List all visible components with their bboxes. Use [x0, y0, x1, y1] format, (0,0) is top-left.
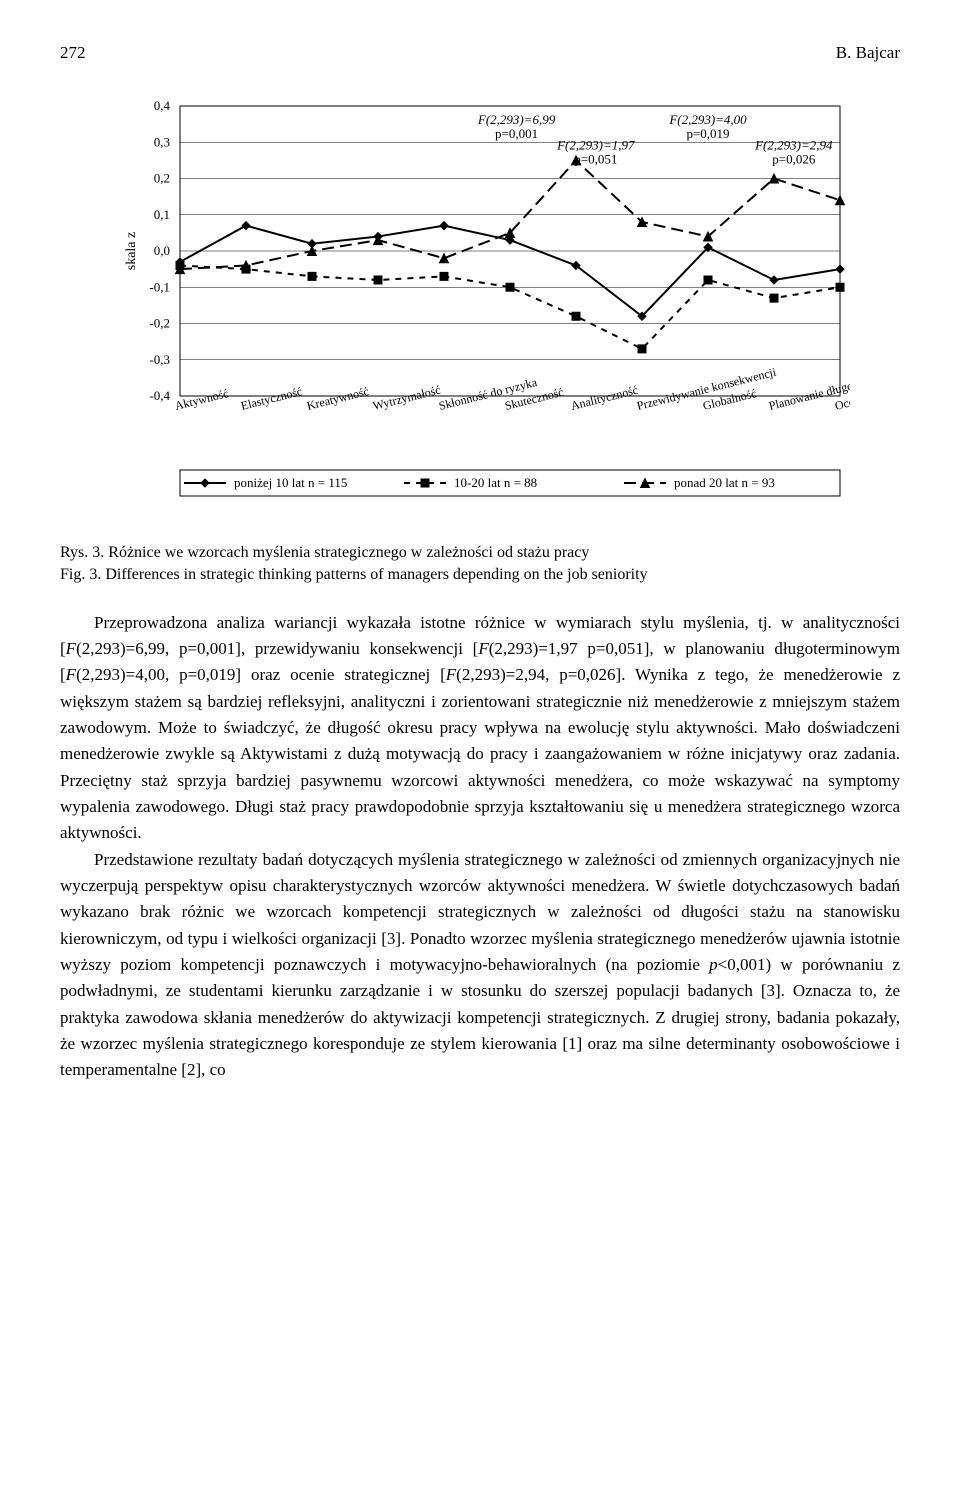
svg-text:p=0,019: p=0,019 [686, 126, 729, 141]
svg-text:ponad 20 lat n = 93: ponad 20 lat n = 93 [674, 475, 775, 490]
svg-text:0,4: 0,4 [154, 98, 171, 113]
caption-pl-text: Różnice we wzorcach myślenia strategiczn… [108, 544, 589, 561]
svg-text:F(2,293)=6,99: F(2,293)=6,99 [477, 112, 556, 127]
caption-en: Fig. 3. Differences in strategic thinkin… [60, 564, 900, 586]
chart-svg: -0,4-0,3-0,2-0,10,00,10,20,30,4skala zAk… [110, 96, 850, 526]
svg-text:-0,4: -0,4 [149, 388, 170, 403]
svg-text:-0,2: -0,2 [149, 316, 170, 331]
svg-text:0,1: 0,1 [154, 207, 170, 222]
caption-pl: Rys. 3. Różnice we wzorcach myślenia str… [60, 542, 900, 564]
page-number: 272 [60, 40, 86, 66]
caption-pl-label: Rys. 3. [60, 544, 104, 561]
svg-text:p=0,051: p=0,051 [574, 152, 617, 167]
svg-text:0,0: 0,0 [154, 243, 170, 258]
seniority-chart: -0,4-0,3-0,2-0,10,00,10,20,30,4skala zAk… [110, 96, 850, 526]
svg-text:F(2,293)=1,97: F(2,293)=1,97 [556, 138, 635, 153]
figure-caption: Rys. 3. Różnice we wzorcach myślenia str… [60, 542, 900, 585]
svg-text:p=0,026: p=0,026 [772, 152, 816, 167]
svg-text:F(2,293)=4,00: F(2,293)=4,00 [668, 112, 747, 127]
body-paragraph: Przeprowadzona analiza wariancji wykazał… [60, 610, 900, 847]
page-author: B. Bajcar [836, 40, 900, 66]
svg-text:poniżej 10 lat n = 115: poniżej 10 lat n = 115 [234, 475, 347, 490]
caption-en-label: Fig. 3. [60, 566, 101, 583]
svg-text:skala z: skala z [124, 232, 139, 270]
svg-text:10-20 lat n = 88: 10-20 lat n = 88 [454, 475, 537, 490]
svg-text:p=0,001: p=0,001 [495, 126, 538, 141]
caption-en-text: Differences in strategic thinking patter… [105, 566, 647, 583]
svg-text:-0,1: -0,1 [149, 280, 170, 295]
svg-text:F(2,293)=2,94: F(2,293)=2,94 [754, 138, 833, 153]
body-text: Przeprowadzona analiza wariancji wykazał… [60, 610, 900, 1084]
svg-text:0,2: 0,2 [154, 171, 170, 186]
svg-text:0,3: 0,3 [154, 135, 170, 150]
page-header: 272 B. Bajcar [60, 40, 900, 66]
svg-text:-0,3: -0,3 [149, 352, 170, 367]
body-paragraph: Przedstawione rezultaty badań dotyczącyc… [60, 847, 900, 1084]
